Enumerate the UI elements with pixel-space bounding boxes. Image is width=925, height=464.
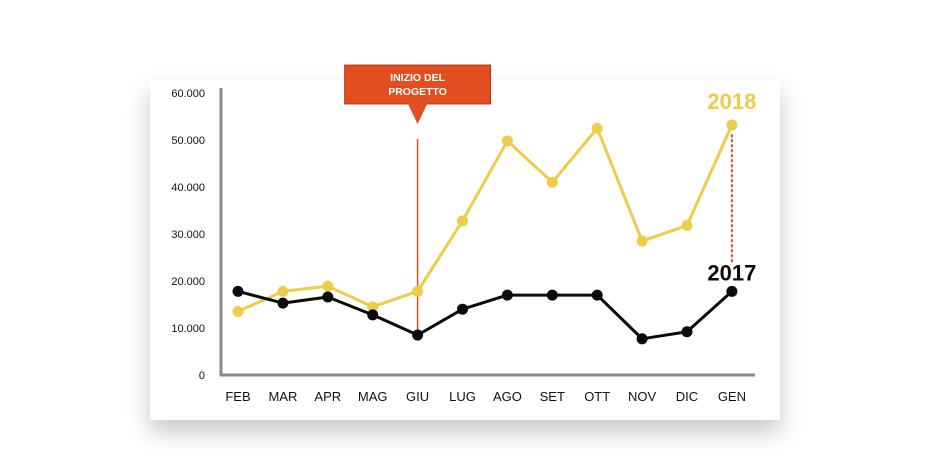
data-point-2017 [412,329,424,341]
data-point-2018 [636,235,648,247]
y-tick-label: 0 [199,370,205,382]
data-point-2017 [501,289,513,301]
data-point-2018 [277,285,289,297]
y-tick-labels: 0 10.000 20.000 30.000 40.000 50.000 60.000 [171,88,205,382]
data-point-2018 [681,220,693,232]
data-point-2018 [232,306,244,318]
data-point-2018 [591,122,603,134]
series-2017 [232,285,738,345]
project-start-annotation: INIZIO DEL PROGETTO [344,64,492,336]
data-point-2018 [501,135,513,147]
data-point-2017 [681,326,693,338]
y-tick-label: 40.000 [171,182,205,194]
data-point-2017 [726,285,738,297]
y-tick-label: 60.000 [171,88,205,100]
series-label-2017: 2017 [707,260,756,285]
x-tick-label: GEN [718,389,746,404]
y-tick-label: 10.000 [171,323,205,335]
data-point-2018 [726,119,738,131]
project-start-label-line1: INIZIO DEL [390,72,445,84]
x-tick-label: NOV [628,389,657,404]
y-tick-label: 30.000 [171,229,205,241]
data-point-2017 [277,297,289,309]
project-start-label-line2: PROGETTO [388,86,447,98]
data-point-2017 [367,309,379,321]
data-point-2018 [322,280,334,292]
project-start-arrow [407,103,428,124]
x-tick-labels: FEB MAR APR MAG GIU LUG AGO SET OTT NOV DIC GEN [225,389,746,404]
data-point-2017 [457,303,468,315]
x-tick-label: MAG [358,389,388,404]
y-tick-label: 50.000 [171,135,205,147]
y-tick-label: 20.000 [171,276,205,288]
data-point-2018 [546,176,558,188]
data-point-2017 [322,291,334,303]
series-2018 [232,119,738,318]
x-tick-label: MAR [268,389,297,404]
x-tick-label: SET [540,389,565,404]
data-point-2017 [546,289,558,301]
data-point-2018 [412,285,424,297]
data-point-2017 [232,285,244,297]
x-tick-label: APR [314,389,341,404]
series-label-2018: 2018 [707,89,756,114]
data-point-2017 [636,333,648,345]
data-point-2018 [457,215,468,227]
data-point-2018 [367,301,379,313]
project-start-box [344,64,492,105]
series-line-2018 [237,124,734,313]
data-point-2017 [591,289,603,301]
x-tick-label: DIC [676,389,698,404]
x-tick-label: FEB [225,389,250,404]
x-tick-label: OTT [584,389,610,404]
x-tick-label: GIU [406,389,429,404]
series-layer [232,119,738,345]
chart-card-shadow [150,80,780,420]
x-tick-label: AGO [493,389,522,404]
chart-axes [219,88,755,377]
series-line-2017 [237,289,733,341]
x-tick-label: LUG [449,389,476,404]
